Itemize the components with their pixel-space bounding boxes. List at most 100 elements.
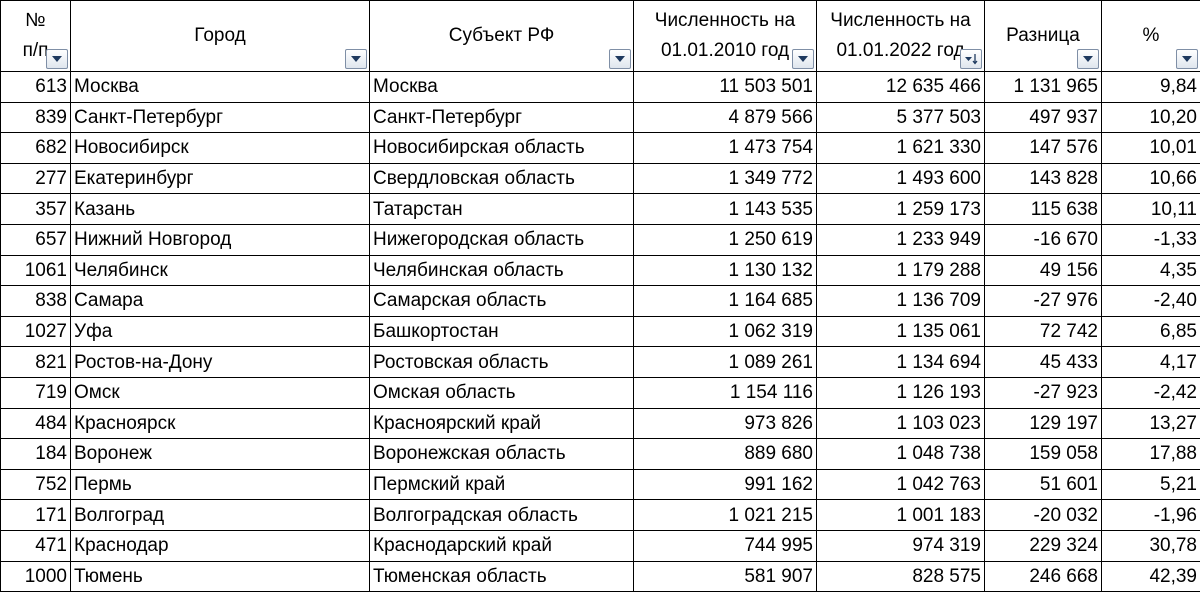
cell-percent[interactable]: 42,39 [1101,560,1200,593]
cell-percent[interactable]: 9,84 [1101,71,1200,103]
cell-pop-2010[interactable]: 973 826 [633,407,817,440]
cell-difference[interactable]: 129 197 [984,407,1102,440]
cell-difference[interactable]: -16 670 [984,223,1102,256]
cell-pop-2022[interactable]: 1 136 709 [816,285,985,317]
cell-region[interactable]: Волгоградская область [369,499,634,531]
cell-difference[interactable]: -27 923 [984,376,1102,409]
cell-number[interactable]: 1061 [0,254,71,287]
cell-percent[interactable]: 17,88 [1101,438,1200,470]
cell-percent[interactable]: -2,40 [1101,285,1200,317]
cell-number[interactable]: 821 [0,346,71,378]
cell-number[interactable]: 1027 [0,315,71,348]
cell-city[interactable]: Нижний Новгород [70,223,370,256]
cell-region[interactable]: Башкортостан [369,315,634,348]
cell-region[interactable]: Новосибирская область [369,132,634,164]
cell-number[interactable]: 719 [0,376,71,409]
cell-percent[interactable]: 10,11 [1101,193,1200,225]
cell-pop-2022[interactable]: 1 042 763 [816,468,985,501]
cell-city[interactable]: Санкт-Петербург [70,101,370,134]
filter-dropdown-icon[interactable] [46,49,68,69]
filter-dropdown-icon[interactable] [1077,49,1099,69]
cell-pop-2022[interactable]: 974 319 [816,529,985,562]
cell-percent[interactable]: -2,42 [1101,376,1200,409]
cell-pop-2022[interactable]: 1 493 600 [816,162,985,195]
cell-region[interactable]: Воронежская область [369,438,634,470]
cell-number[interactable]: 471 [0,529,71,562]
cell-number[interactable]: 484 [0,407,71,440]
cell-pop-2010[interactable]: 889 680 [633,438,817,470]
cell-difference[interactable]: -27 976 [984,285,1102,317]
cell-difference[interactable]: 45 433 [984,346,1102,378]
cell-pop-2010[interactable]: 4 879 566 [633,101,817,134]
cell-percent[interactable]: 10,20 [1101,101,1200,134]
cell-region[interactable]: Ростовская область [369,346,634,378]
cell-region[interactable]: Татарстан [369,193,634,225]
sort-filter-dropdown-icon[interactable] [960,49,982,69]
cell-pop-2010[interactable]: 991 162 [633,468,817,501]
cell-number[interactable]: 752 [0,468,71,501]
cell-number[interactable]: 1000 [0,560,71,593]
cell-difference[interactable]: 229 324 [984,529,1102,562]
cell-percent[interactable]: -1,96 [1101,499,1200,531]
cell-region[interactable]: Краснодарский край [369,529,634,562]
cell-pop-2010[interactable]: 1 130 132 [633,254,817,287]
cell-difference[interactable]: 72 742 [984,315,1102,348]
cell-city[interactable]: Волгоград [70,499,370,531]
cell-city[interactable]: Новосибирск [70,132,370,164]
cell-percent[interactable]: 10,01 [1101,132,1200,164]
cell-pop-2010[interactable]: 1 021 215 [633,499,817,531]
cell-city[interactable]: Омск [70,376,370,409]
cell-difference[interactable]: 51 601 [984,468,1102,501]
cell-region[interactable]: Москва [369,71,634,103]
cell-percent[interactable]: 6,85 [1101,315,1200,348]
cell-percent[interactable]: 4,17 [1101,346,1200,378]
filter-dropdown-icon[interactable] [792,49,814,69]
cell-city[interactable]: Красноярск [70,407,370,440]
cell-pop-2010[interactable]: 1 164 685 [633,285,817,317]
cell-percent[interactable]: 30,78 [1101,529,1200,562]
cell-pop-2022[interactable]: 1 048 738 [816,438,985,470]
cell-region[interactable]: Нижегородская область [369,223,634,256]
cell-pop-2010[interactable]: 1 062 319 [633,315,817,348]
cell-pop-2022[interactable]: 1 001 183 [816,499,985,531]
cell-pop-2022[interactable]: 5 377 503 [816,101,985,134]
cell-pop-2022[interactable]: 1 179 288 [816,254,985,287]
cell-region[interactable]: Свердловская область [369,162,634,195]
cell-number[interactable]: 682 [0,132,71,164]
cell-pop-2010[interactable]: 1 143 535 [633,193,817,225]
cell-percent[interactable]: 10,66 [1101,162,1200,195]
cell-difference[interactable]: 143 828 [984,162,1102,195]
cell-percent[interactable]: 5,21 [1101,468,1200,501]
cell-pop-2022[interactable]: 1 233 949 [816,223,985,256]
cell-percent[interactable]: 4,35 [1101,254,1200,287]
filter-dropdown-icon[interactable] [1176,49,1198,69]
cell-region[interactable]: Челябинская область [369,254,634,287]
cell-difference[interactable]: 497 937 [984,101,1102,134]
cell-pop-2022[interactable]: 1 134 694 [816,346,985,378]
cell-percent[interactable]: -1,33 [1101,223,1200,256]
cell-city[interactable]: Челябинск [70,254,370,287]
cell-number[interactable]: 838 [0,285,71,317]
cell-city[interactable]: Краснодар [70,529,370,562]
cell-number[interactable]: 171 [0,499,71,531]
cell-difference[interactable]: 115 638 [984,193,1102,225]
cell-pop-2022[interactable]: 12 635 466 [816,71,985,103]
cell-region[interactable]: Омская область [369,376,634,409]
cell-number[interactable]: 277 [0,162,71,195]
cell-difference[interactable]: 159 058 [984,438,1102,470]
cell-city[interactable]: Ростов-на-Дону [70,346,370,378]
cell-city[interactable]: Екатеринбург [70,162,370,195]
cell-number[interactable]: 357 [0,193,71,225]
cell-city[interactable]: Пермь [70,468,370,501]
cell-city[interactable]: Тюмень [70,560,370,593]
cell-pop-2022[interactable]: 1 103 023 [816,407,985,440]
cell-pop-2010[interactable]: 1 154 116 [633,376,817,409]
cell-region[interactable]: Тюменская область [369,560,634,593]
cell-pop-2010[interactable]: 1 089 261 [633,346,817,378]
cell-pop-2022[interactable]: 1 135 061 [816,315,985,348]
cell-pop-2010[interactable]: 11 503 501 [633,71,817,103]
cell-city[interactable]: Воронеж [70,438,370,470]
cell-pop-2022[interactable]: 1 621 330 [816,132,985,164]
cell-pop-2022[interactable]: 828 575 [816,560,985,593]
cell-difference[interactable]: 49 156 [984,254,1102,287]
